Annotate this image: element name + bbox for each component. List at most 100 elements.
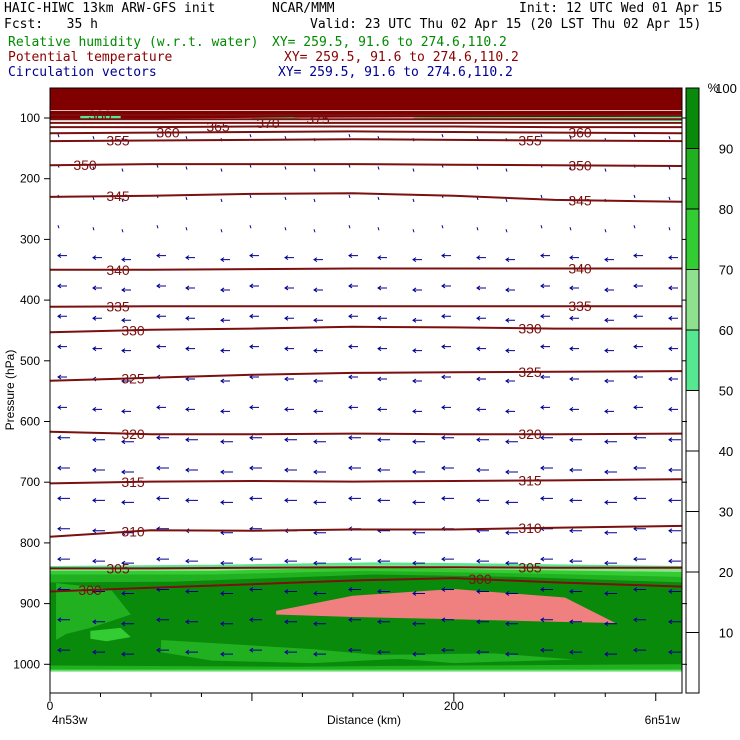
vector-arrow: [476, 649, 489, 655]
vector-arrow: [348, 435, 361, 441]
vector-arrow: [185, 166, 188, 170]
colorbar-level-70: [686, 209, 699, 270]
vector-arrow: [633, 225, 636, 229]
vector-arrow: [220, 317, 230, 323]
vector-arrow: [633, 313, 643, 319]
vector-arrow: [540, 253, 550, 259]
vector-arrow: [249, 435, 262, 441]
vector-arrow: [121, 560, 134, 566]
vector-arrow: [185, 285, 195, 291]
vector-arrow: [604, 168, 607, 172]
vector-arrow: [92, 227, 95, 231]
vector-arrow: [412, 378, 422, 384]
vector-arrow: [476, 255, 486, 261]
vector-arrow: [569, 528, 582, 534]
vector-arrow: [284, 166, 287, 170]
vector-arrow: [313, 439, 326, 445]
vector-arrow: [505, 591, 518, 596]
vector-arrow: [476, 315, 486, 321]
vector-arrow: [412, 229, 415, 233]
vector-arrow: [476, 619, 489, 625]
vector-arrow: [604, 469, 617, 475]
vector-arrow: [441, 374, 451, 380]
vector-arrow: [377, 589, 390, 594]
vector-arrow: [185, 649, 198, 655]
vector-arrow: [348, 647, 361, 653]
vector-arrow: [156, 253, 166, 259]
vector-arrow: [185, 227, 188, 231]
vector-arrow: [377, 649, 390, 655]
vector-arrow: [348, 587, 361, 592]
vector-arrow: [220, 378, 230, 384]
vector-arrow: [92, 467, 105, 473]
theta-contour-305: [50, 566, 682, 570]
vector-arrow: [412, 621, 425, 627]
colorbar-level-50: [686, 330, 699, 391]
vector-arrow: [348, 134, 351, 138]
vector-arrow: [284, 589, 297, 594]
vector-arrow: [313, 499, 326, 505]
rh-fill-layer: [50, 88, 682, 672]
vector-arrow: [220, 560, 233, 566]
vector-arrow: [505, 378, 515, 384]
theta-contour-325: [49, 370, 683, 382]
vector-arrow: [668, 406, 678, 412]
vector-arrow: [505, 621, 518, 627]
vector-arrow: [540, 313, 550, 319]
vector-arrow: [92, 558, 105, 564]
vector-arrow: [441, 495, 454, 501]
vector-arrow: [57, 556, 70, 562]
field-vector-name: Circulation vectors: [8, 65, 157, 80]
theta-label: 320: [121, 426, 145, 442]
vector-arrow: [441, 587, 454, 592]
axes-layer: 100 200 300 400 500 600 700 800 900 1000 0 200: [13, 111, 687, 713]
vector-arrow: [284, 285, 294, 291]
theta-label: 365: [206, 119, 230, 135]
vector-arrow: [121, 591, 134, 596]
vector-arrow: [185, 467, 198, 473]
vector-arrow: [441, 404, 451, 410]
vector-arrow: [476, 346, 486, 352]
vector-arrow: [569, 619, 582, 625]
theta-label: 340: [568, 261, 592, 277]
vector-arrow: [476, 558, 489, 564]
vector-arrow: [121, 408, 131, 414]
vector-arrow: [633, 495, 646, 501]
colorbar-tick-label: 70: [719, 263, 733, 278]
vector-arrow: [441, 283, 451, 289]
vector-arrow: [92, 406, 102, 412]
theta-label: 315: [121, 474, 145, 490]
theta-label: 300: [468, 571, 492, 587]
vector-arrow: [121, 287, 131, 293]
vector-arrow: [377, 315, 387, 321]
colorbar-tick-label: 40: [719, 444, 733, 459]
vector-arrow: [668, 315, 678, 321]
vector-arrow: [156, 344, 166, 350]
vector-arrow: [604, 378, 614, 384]
vector-arrow: [220, 469, 233, 475]
colorbar-tick-label: 50: [719, 384, 733, 399]
vector-arrow: [313, 168, 316, 172]
vector-arrow: [377, 227, 380, 231]
vector-arrow: [156, 313, 166, 319]
theta-label: 300: [78, 582, 102, 598]
rh-fill-top-band: [50, 88, 682, 110]
colorbar: 10 20 30 40 50 60 70 80 90 100: [685, 81, 737, 694]
vector-arrow: [476, 589, 489, 594]
vector-arrow: [249, 283, 259, 289]
vector-arrow: [57, 435, 70, 441]
vector-arrow: [92, 346, 102, 352]
vector-arrow: [668, 285, 678, 291]
vector-arrow: [57, 526, 70, 532]
vector-arrow: [156, 465, 169, 471]
vector-arrow: [604, 591, 617, 596]
vector-arrow: [348, 194, 351, 199]
vector-arrow: [185, 619, 198, 625]
vector-arrow: [604, 317, 614, 323]
y-tick-label: 300: [20, 232, 40, 246]
vector-arrow: [633, 283, 643, 289]
rh-fill-100: [276, 589, 616, 624]
theta-contour-320: [49, 430, 683, 436]
vector-arrow: [121, 168, 124, 172]
vector-arrow: [249, 587, 262, 592]
